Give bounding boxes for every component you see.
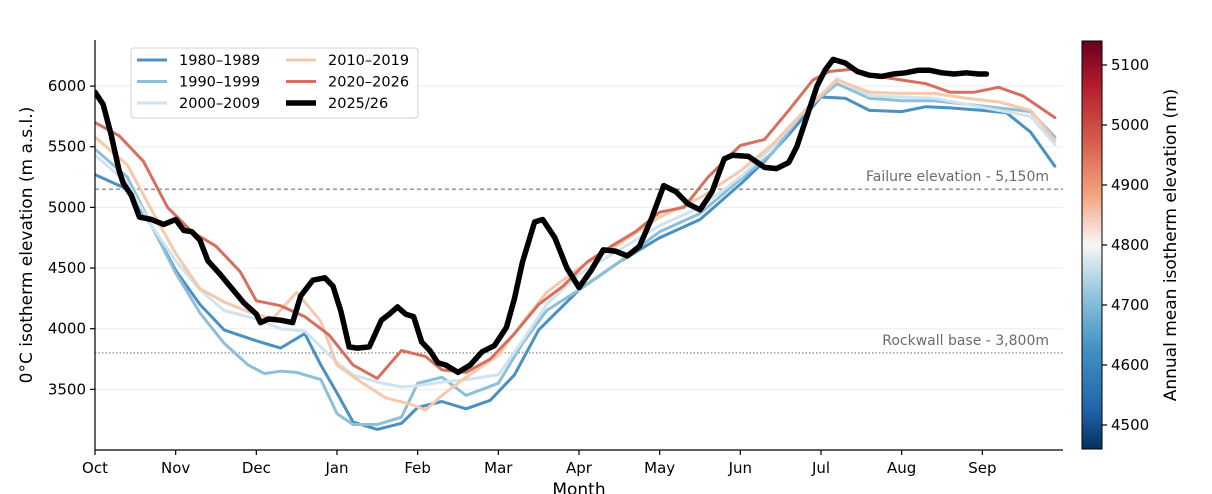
series-line xyxy=(95,78,1057,412)
series-line xyxy=(95,82,1057,426)
legend: 1980–1989 1990–1999 2000–2009 2010–2019 2020… xyxy=(130,47,419,119)
series-line xyxy=(95,77,1057,389)
x-tick-label: Sep xyxy=(968,459,996,477)
y-tick-label: 4500 xyxy=(48,259,86,277)
reference-lines: Failure elevation - 5,150m Rockwall base … xyxy=(95,169,1063,354)
colorbar-gradient xyxy=(1081,40,1103,450)
legend-label: 1990–1999 xyxy=(179,75,260,91)
y-tick-label: 4000 xyxy=(48,320,86,338)
x-axis-label: Month xyxy=(552,480,605,494)
x-tick-label: Jun xyxy=(728,459,752,477)
y-tick-label: 5500 xyxy=(48,138,86,156)
x-tick-label: Jan xyxy=(324,459,348,477)
colorbar-tick-label: 4900 xyxy=(1111,176,1149,194)
colorbar-tick-label: 4800 xyxy=(1111,236,1149,254)
x-tick-label: Jul xyxy=(811,459,830,477)
legend-box xyxy=(130,47,419,119)
colorbar: 4500 4600 4700 4800 4900 5000 5100 Annual mean … xyxy=(1081,40,1181,450)
legend-label: 2010–2019 xyxy=(328,53,409,69)
legend-label: 2025/26 xyxy=(328,96,388,112)
colorbar-tick-label: 5000 xyxy=(1111,116,1149,134)
x-tick-label: May xyxy=(644,459,675,477)
y-tick-label: 5000 xyxy=(48,198,86,216)
legend-label: 2000–2009 xyxy=(179,96,260,112)
x-tick-label: Apr xyxy=(566,459,593,477)
x-tick-label: Aug xyxy=(887,459,916,477)
colorbar-tick-label: 4500 xyxy=(1111,416,1149,434)
colorbar-tick-label: 4600 xyxy=(1111,356,1149,374)
series-line xyxy=(95,95,1057,431)
colorbar-tick-label: 5100 xyxy=(1111,56,1149,74)
x-tick-label: Nov xyxy=(161,459,190,477)
y-tick-label: 3500 xyxy=(48,380,86,398)
reference-line-label: Failure elevation - 5,150m xyxy=(866,169,1049,185)
y-axis-label: 0°C isotherm elevation (m a.s.l.) xyxy=(17,107,37,384)
colorbar-label: Annual mean isotherm elevation (m) xyxy=(1161,89,1181,402)
series-lines xyxy=(95,56,1057,431)
colorbar-tick-label: 4700 xyxy=(1111,296,1149,314)
y-tick-label: 6000 xyxy=(48,77,86,95)
reference-line-label: Rockwall base - 3,800m xyxy=(882,333,1049,349)
x-tick-label: Mar xyxy=(484,459,513,477)
x-tick-label: Oct xyxy=(82,459,108,477)
legend-label: 2020–2026 xyxy=(328,75,409,91)
legend-label: 1980–1989 xyxy=(179,53,260,69)
series-line xyxy=(95,56,990,376)
axes: 3500 4000 4500 5000 5500 6000 Oct Nov Dec Jan Feb M… xyxy=(48,40,1063,477)
x-tick-label: Dec xyxy=(242,459,271,477)
x-tick-label: Feb xyxy=(404,459,431,477)
